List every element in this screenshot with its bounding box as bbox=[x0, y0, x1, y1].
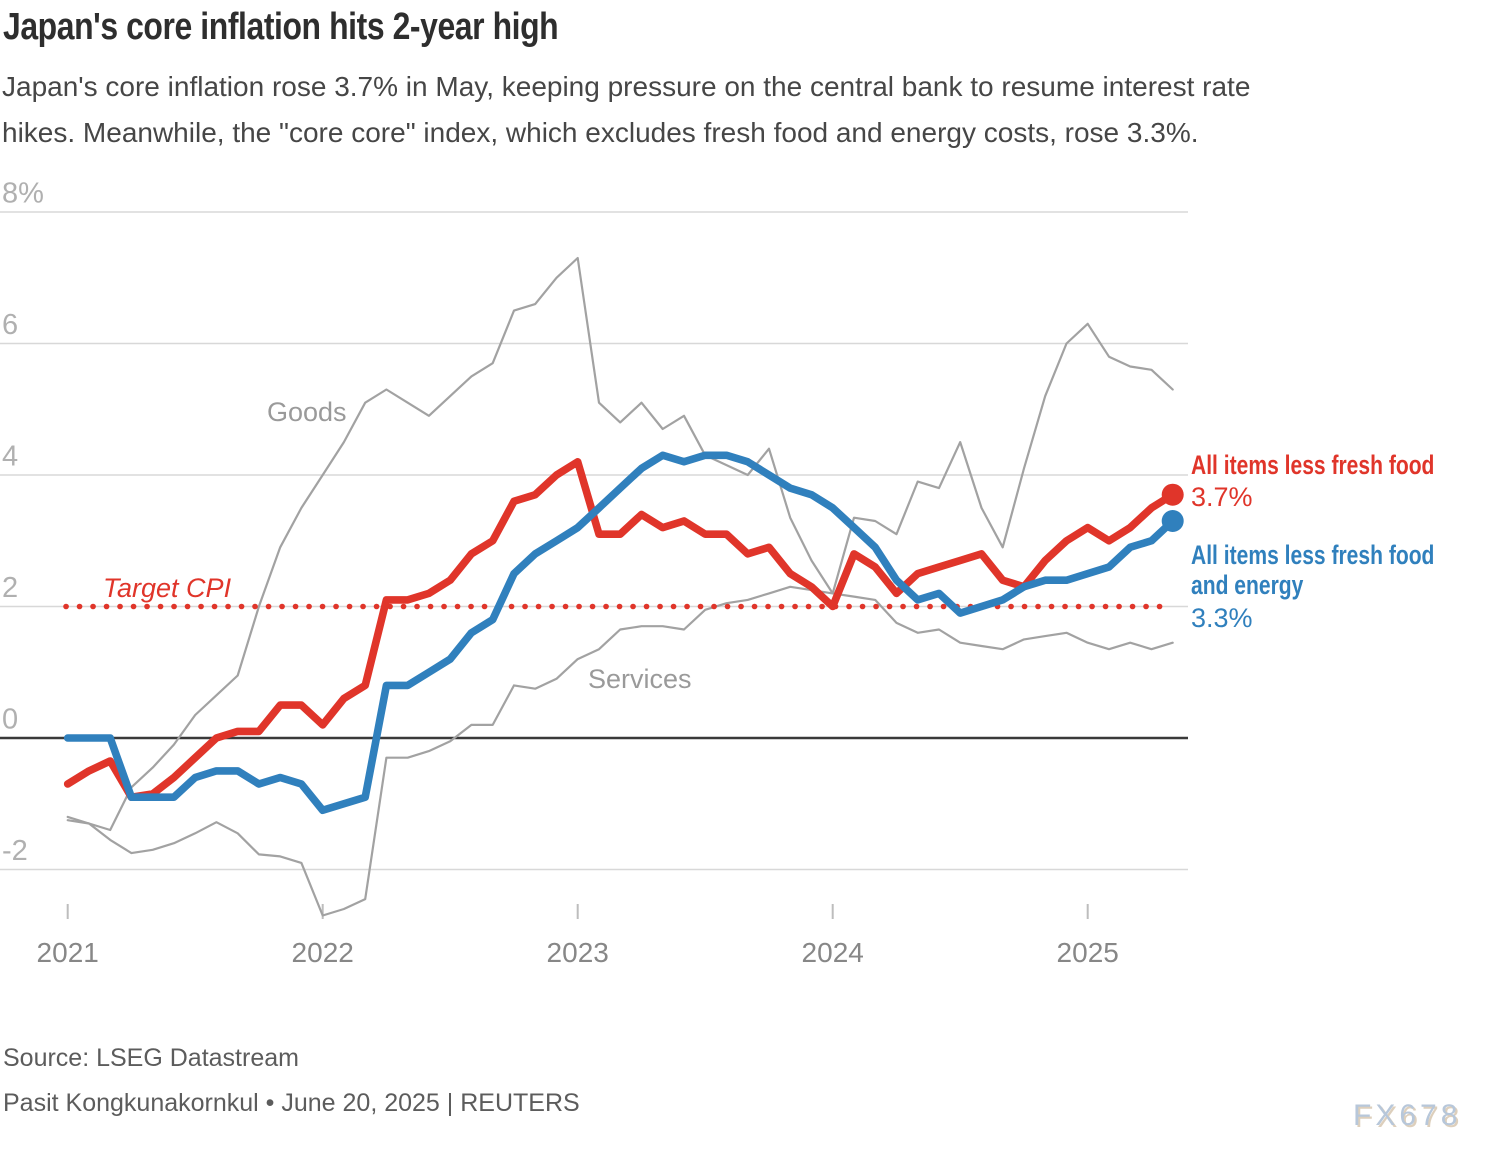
x-axis-labels: 2021 2022 2023 2024 2025 bbox=[37, 937, 1119, 968]
watermark: FX678 bbox=[1353, 1099, 1462, 1132]
x-tick-label: 2024 bbox=[802, 937, 864, 968]
subtitle-line-1: Japan's core inflation rose 3.7% in May,… bbox=[2, 71, 1251, 102]
goods-line-label: Goods bbox=[267, 397, 347, 427]
corecore-label-line-2: and energy bbox=[1191, 570, 1304, 600]
background-series-lines bbox=[66, 256, 1174, 917]
y-tick-label: 2 bbox=[2, 572, 18, 604]
x-tick-label: 2021 bbox=[37, 937, 99, 968]
series-line-corecore bbox=[63, 451, 1177, 815]
byline: Pasit Kongkunakornkul • June 20, 2025 | … bbox=[3, 1089, 580, 1117]
core-latest-value: 3.7% bbox=[1191, 482, 1253, 512]
highlight-series-lines bbox=[63, 451, 1177, 815]
y-tick-label: 6 bbox=[2, 309, 18, 341]
series-line-services bbox=[66, 585, 1174, 917]
source-note: Source: LSEG Datastream bbox=[3, 1044, 299, 1072]
y-tick-label: -2 bbox=[2, 835, 28, 867]
x-tick-label: 2022 bbox=[292, 937, 354, 968]
y-tick-label: 4 bbox=[2, 441, 18, 473]
series-line-core bbox=[63, 457, 1177, 802]
core-series-label: All items less fresh food bbox=[1191, 450, 1435, 480]
x-axis-ticks bbox=[66, 904, 1089, 919]
corecore-series-label: All items less fresh food and energy bbox=[1191, 540, 1434, 600]
services-line-label: Services bbox=[588, 664, 692, 694]
chart-subtitle: Japan's core inflation rose 3.7% in May,… bbox=[2, 64, 1250, 156]
subtitle-line-2: hikes. Meanwhile, the "core core" index,… bbox=[2, 117, 1199, 148]
target-cpi-label: Target CPI bbox=[103, 573, 232, 603]
page-title: Japan's core inflation hits 2-year high bbox=[3, 6, 559, 48]
corecore-latest-value: 3.3% bbox=[1191, 603, 1253, 633]
y-tick-label: 0 bbox=[2, 704, 18, 736]
end-dot-corecore bbox=[1161, 510, 1184, 532]
end-dot-core bbox=[1161, 483, 1184, 506]
x-tick-label: 2025 bbox=[1057, 937, 1119, 968]
corecore-label-line-1: All items less fresh food bbox=[1191, 540, 1435, 570]
series-line-goods bbox=[66, 256, 1174, 832]
y-axis-labels: 8% 6 4 2 0 -2 bbox=[2, 178, 44, 868]
y-tick-label: 8% bbox=[2, 178, 44, 210]
x-tick-label: 2023 bbox=[547, 937, 609, 968]
inflation-line-chart: 8% 6 4 2 0 -2 2021 2022 2023 2024 2025 Goods Serv… bbox=[0, 178, 1188, 968]
series-end-dots bbox=[1161, 483, 1184, 532]
